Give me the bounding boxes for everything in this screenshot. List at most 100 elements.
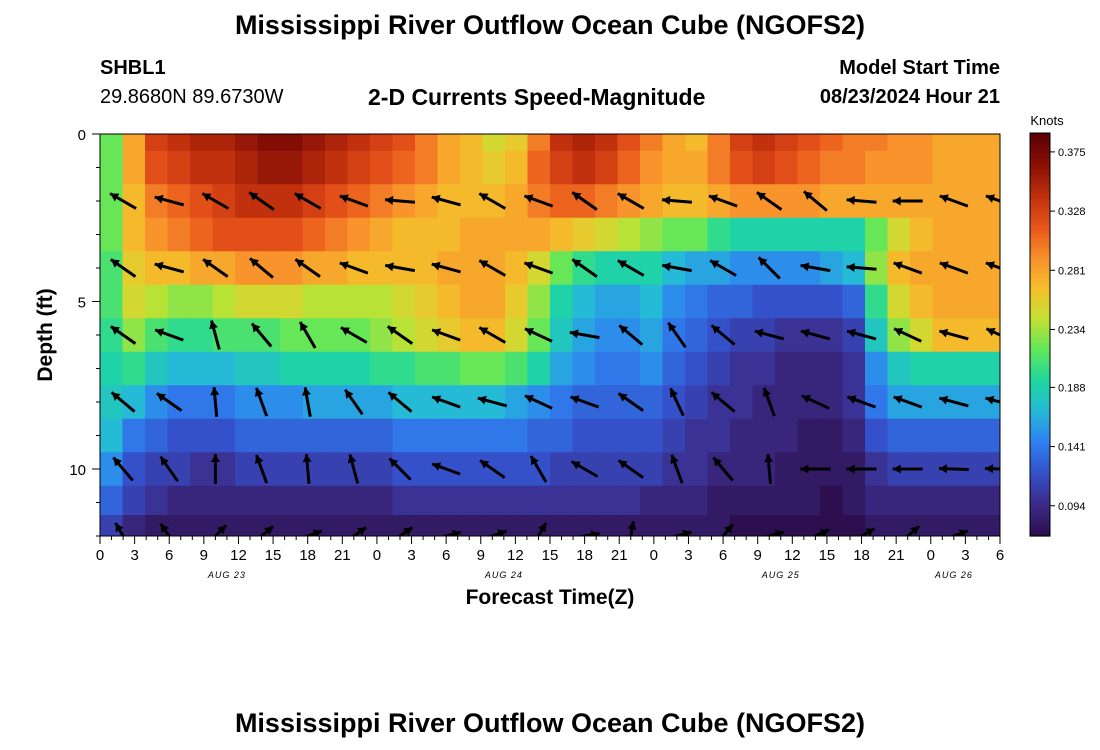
heatmap-cell xyxy=(212,485,236,516)
heatmap-cell xyxy=(302,318,326,353)
colorbar-swatch xyxy=(1030,398,1050,403)
arrow-head xyxy=(524,261,534,270)
heatmap-cell xyxy=(167,217,191,252)
arrow-head xyxy=(302,387,311,396)
heatmap-cell xyxy=(190,385,214,420)
heatmap-cell xyxy=(595,485,619,516)
x-tick-label: 15 xyxy=(265,547,282,564)
heatmap-cell xyxy=(550,217,574,252)
current-arrow xyxy=(618,324,644,346)
current-arrow xyxy=(523,194,554,208)
heatmap-cell xyxy=(167,452,191,487)
heatmap-cell xyxy=(977,385,1000,420)
heatmap-cell xyxy=(122,134,146,152)
colorbar-swatch xyxy=(1030,374,1050,379)
heatmap-cell xyxy=(325,318,349,353)
heatmap-cell xyxy=(910,515,934,536)
colorbar-tick-label: 0.281 xyxy=(1058,265,1086,277)
heatmap-cell xyxy=(325,385,349,420)
current-arrow xyxy=(293,192,322,210)
arrow-head xyxy=(300,322,309,332)
heatmap-cell xyxy=(887,150,911,185)
heatmap-cell xyxy=(505,452,529,487)
current-arrow xyxy=(762,387,776,417)
heatmap-cell xyxy=(190,251,214,286)
arrow-head xyxy=(160,456,169,466)
current-arrow xyxy=(811,528,830,536)
x-tick-label: 6 xyxy=(442,547,450,564)
colorbar-swatch xyxy=(1030,274,1050,279)
heatmap-cell xyxy=(325,515,349,536)
heatmap-cell xyxy=(797,318,821,353)
arrow-head xyxy=(958,529,968,536)
heatmap-cell xyxy=(617,485,641,516)
heatmap-cell xyxy=(572,418,596,453)
colorbar-swatch xyxy=(1030,277,1050,282)
colorbar-swatch xyxy=(1030,294,1050,299)
heatmap-cell xyxy=(415,452,439,487)
arrow-head xyxy=(710,260,720,269)
heatmap-cell xyxy=(235,217,259,252)
heatmap-cell xyxy=(662,418,686,453)
current-arrow xyxy=(302,386,312,418)
arrow-head xyxy=(538,523,546,533)
heatmap-cell xyxy=(482,418,506,453)
arrow-head xyxy=(670,454,679,464)
heatmap-cell xyxy=(797,351,821,386)
heatmap-cell xyxy=(415,485,439,516)
current-arrow xyxy=(710,324,736,346)
arrow-head xyxy=(113,457,122,467)
chart-subtitle: 2-D Currents Speed-Magnitude xyxy=(368,84,706,110)
arrow-head xyxy=(294,193,304,202)
x-tick-label: 0 xyxy=(96,547,104,564)
heatmap-cell xyxy=(550,515,574,536)
heatmap-cell xyxy=(460,184,484,219)
colorbar-swatch xyxy=(1030,213,1050,218)
heatmap-cell xyxy=(167,515,191,536)
heatmap-cell xyxy=(415,351,439,386)
heatmap-cell xyxy=(572,485,596,516)
heatmap-cell xyxy=(887,351,911,386)
arrow-head xyxy=(619,325,629,334)
heatmap-cell xyxy=(842,418,866,453)
arrow-head xyxy=(939,261,949,270)
heatmap-cell xyxy=(437,134,461,152)
heatmap-cell xyxy=(460,385,484,420)
heatmap-cell xyxy=(977,184,1000,219)
x-tick-label: 12 xyxy=(507,547,524,564)
heatmap-cell xyxy=(707,251,731,286)
colorbar-swatch xyxy=(1030,428,1050,433)
heatmap-cell xyxy=(437,351,461,386)
heatmap-cell xyxy=(302,150,326,185)
colorbar-swatch xyxy=(1030,525,1050,530)
arrow-head xyxy=(985,395,995,405)
heatmap-cell xyxy=(415,150,439,185)
arrow-head xyxy=(254,454,264,464)
current-arrow xyxy=(754,328,785,341)
heatmap-cell xyxy=(572,150,596,185)
heatmap-cell xyxy=(370,134,394,152)
arrow-head xyxy=(572,259,582,268)
heatmap-cell xyxy=(482,150,506,185)
current-arrow xyxy=(802,190,828,212)
heatmap-cell xyxy=(370,318,394,353)
current-arrow xyxy=(529,455,548,483)
arrow-head xyxy=(389,458,399,468)
current-arrow xyxy=(892,196,923,206)
heatmap-cell xyxy=(685,251,709,286)
current-arrow xyxy=(259,525,274,536)
heatmap-cell xyxy=(865,284,889,319)
heatmap-cell xyxy=(257,515,281,536)
arrow-head xyxy=(713,457,722,467)
colorbar-swatch xyxy=(1030,515,1050,520)
heatmap-cell xyxy=(460,251,484,286)
heatmap-cell xyxy=(167,251,191,286)
current-arrow xyxy=(487,529,507,536)
heatmap-cell xyxy=(437,418,461,453)
colorbar-swatch xyxy=(1030,227,1050,231)
heatmap-cell xyxy=(797,515,821,536)
heatmap-cell xyxy=(865,418,889,453)
colorbar-swatch xyxy=(1030,492,1050,497)
colorbar-swatch xyxy=(1030,364,1050,369)
colorbar-swatch xyxy=(1030,519,1050,524)
